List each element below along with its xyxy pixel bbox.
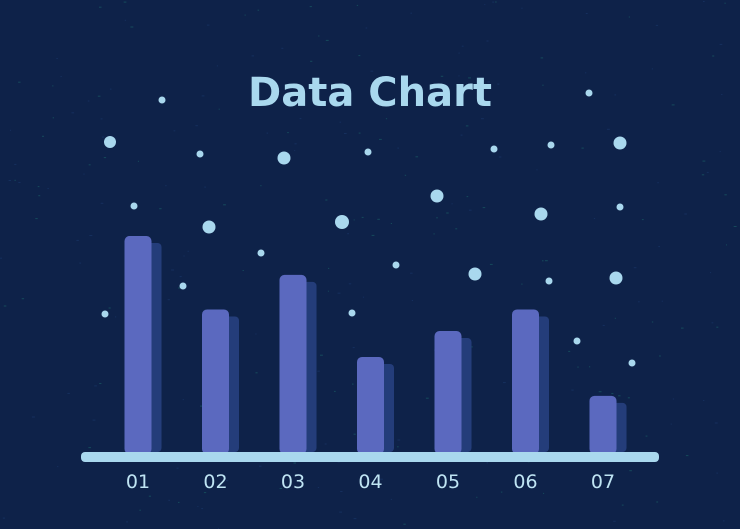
decorative-dot — [335, 215, 349, 229]
bar-05 — [434, 331, 462, 454]
decorative-dot — [573, 337, 581, 345]
decorative-dot — [613, 136, 627, 150]
bar-03 — [279, 274, 307, 454]
decorative-dot — [257, 249, 265, 257]
decorative-dot — [534, 207, 548, 221]
bar-07 — [589, 395, 617, 454]
decorative-dot — [616, 203, 624, 211]
decorative-dot — [585, 89, 593, 97]
decorative-dot — [158, 96, 166, 104]
decorative-dot — [202, 220, 216, 234]
decorative-dot — [104, 136, 116, 148]
decorative-dot — [490, 145, 498, 153]
x-tick-label-06: 06 — [513, 471, 537, 493]
decorative-dot — [468, 267, 482, 281]
x-tick-label-02: 02 — [203, 471, 227, 493]
decorative-dot — [628, 359, 636, 367]
decorative-dots — [101, 89, 636, 367]
decorative-dot — [179, 282, 187, 290]
bar-01 — [124, 236, 152, 454]
decorative-dot — [277, 151, 291, 165]
x-axis-tick-labels: 01 02 03 04 05 06 07 — [126, 471, 615, 493]
x-tick-label-04: 04 — [358, 471, 382, 493]
x-tick-label-05: 05 — [436, 471, 460, 493]
decorative-dot — [196, 150, 204, 158]
decorative-dot — [430, 189, 444, 203]
chart-title: Data Chart — [248, 70, 492, 116]
bar-04 — [357, 356, 384, 454]
x-tick-label-01: 01 — [126, 471, 150, 493]
decorative-dot — [101, 310, 109, 318]
x-tick-label-03: 03 — [281, 471, 305, 493]
bar-06 — [512, 309, 539, 454]
decorative-dot — [609, 271, 623, 285]
decorative-dot — [392, 261, 400, 269]
decorative-dot — [364, 148, 372, 156]
decorative-dot — [130, 202, 138, 210]
bars — [124, 236, 617, 454]
decorative-dot — [348, 309, 356, 317]
decorative-dot — [547, 141, 555, 149]
bar-02 — [202, 309, 229, 454]
x-axis-baseline — [81, 452, 659, 462]
x-tick-label-07: 07 — [591, 471, 615, 493]
decorative-dot — [545, 277, 553, 285]
